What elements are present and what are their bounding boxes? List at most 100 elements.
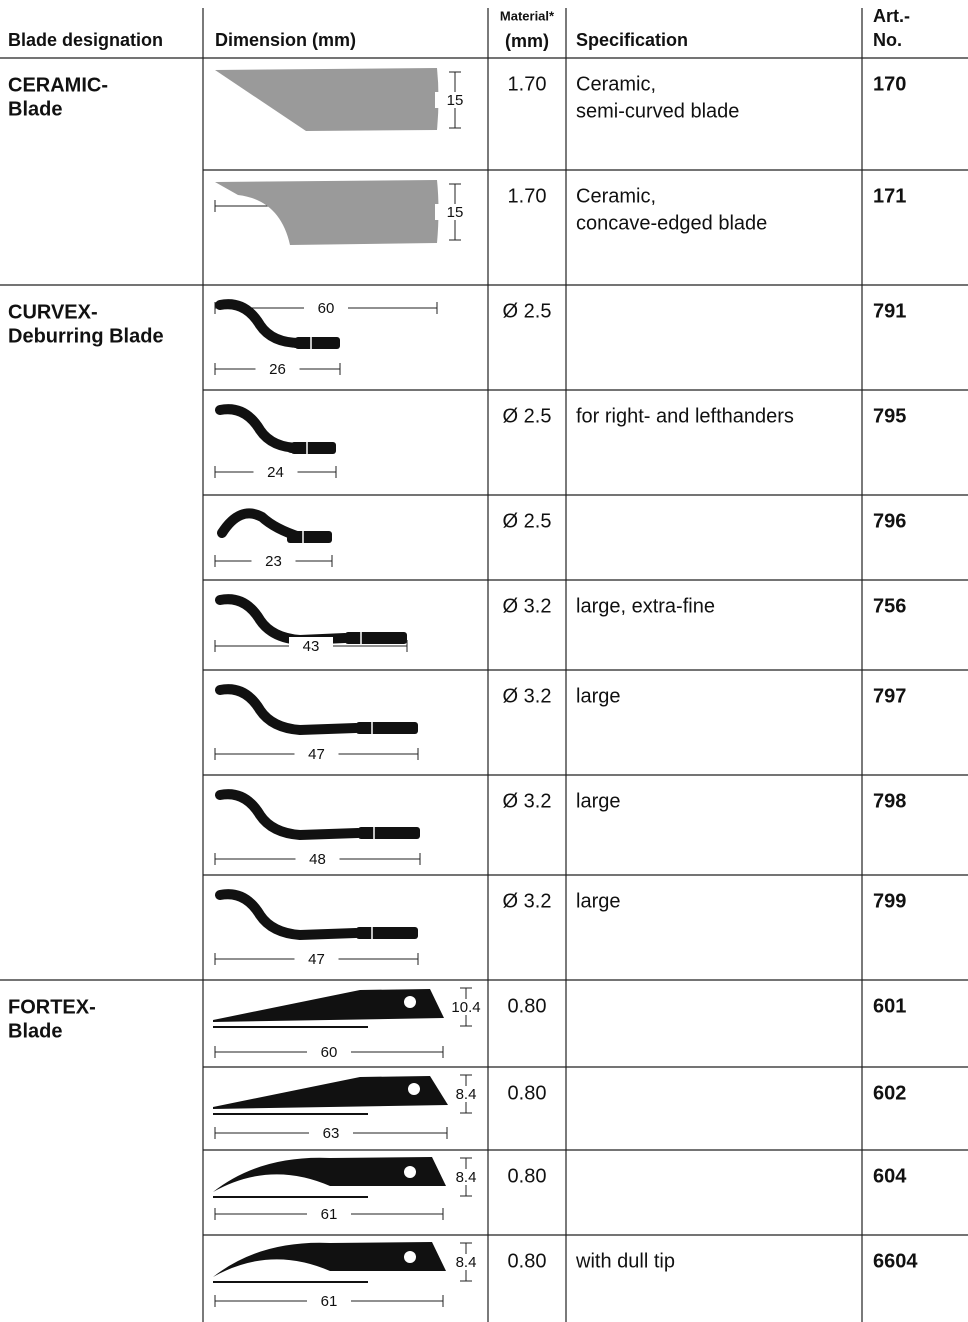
blade-handle <box>295 337 340 349</box>
header: Dimension (mm) <box>215 30 356 50</box>
specification: with dull tip <box>575 1250 675 1272</box>
blade-designation: FORTEX- <box>8 996 96 1018</box>
dimension-height: 15 <box>447 204 464 221</box>
blade-drawing <box>213 989 444 1028</box>
blade-drawing <box>213 1076 448 1115</box>
dimension-length: 63 <box>323 1125 340 1142</box>
art-no: 171 <box>873 185 906 207</box>
dimension-gap <box>309 1124 353 1142</box>
art-no: 756 <box>873 595 906 617</box>
specification: large <box>576 790 620 812</box>
blade-handle <box>287 531 332 543</box>
blade-drawing <box>215 789 420 841</box>
material: Ø 3.2 <box>503 595 552 617</box>
dimension-gap <box>294 745 339 763</box>
dimension-gap <box>435 204 475 220</box>
blade-shape <box>215 68 439 131</box>
dimension-gap <box>253 463 298 481</box>
material: Ø 3.2 <box>503 685 552 707</box>
material: 0.80 <box>508 1165 547 1187</box>
dimension-height: 15 <box>447 92 464 109</box>
blade-shape <box>217 508 305 542</box>
dimension-length: 61 <box>321 1293 338 1310</box>
material: Ø 2.5 <box>503 405 552 427</box>
art-no: 796 <box>873 510 906 532</box>
material: 0.80 <box>508 1250 547 1272</box>
header: Art.- <box>873 6 910 26</box>
specification: Ceramic, <box>576 73 656 95</box>
header: Material* <box>500 8 555 23</box>
art-no: 6604 <box>873 1250 918 1272</box>
dimension-length: 48 <box>309 851 326 868</box>
blade-handle <box>356 927 418 939</box>
blade-hole <box>404 996 416 1008</box>
dimension-length: 61 <box>321 1206 338 1223</box>
specification: Ceramic, <box>576 185 656 207</box>
art-no: 795 <box>873 405 906 427</box>
blade-designation: CERAMIC- <box>8 74 108 96</box>
specification: large <box>576 685 620 707</box>
blade-drawing <box>213 1157 446 1198</box>
blade-drawing <box>215 889 418 941</box>
blade-designation: Blade <box>8 98 62 120</box>
blade-handle <box>345 632 407 644</box>
dimension-length: 23 <box>265 553 282 570</box>
dimension-length: 47 <box>308 746 325 763</box>
dimension-gap <box>251 552 296 570</box>
blade-shape <box>213 1076 448 1109</box>
dimension-gap <box>435 92 475 108</box>
material: 1.70 <box>508 185 547 207</box>
header: Blade designation <box>8 30 163 50</box>
art-no: 601 <box>873 995 906 1017</box>
material: 0.80 <box>508 995 547 1017</box>
dimension-gap <box>446 1086 486 1102</box>
art-no: 604 <box>873 1165 907 1187</box>
blade-hole <box>404 1251 416 1263</box>
dimension-gap <box>446 1254 486 1270</box>
blade-handle <box>356 722 418 734</box>
blade-shape <box>215 299 301 348</box>
blade-shape <box>213 1157 446 1192</box>
blade-shape <box>213 1242 446 1277</box>
dimension-length: 60 <box>318 300 335 317</box>
blade-shape <box>213 989 444 1022</box>
dimension-length: 26 <box>269 361 286 378</box>
dimension-gap <box>289 637 333 655</box>
dimension-length: 47 <box>308 951 325 968</box>
specification: large <box>576 890 620 912</box>
header: (mm) <box>505 31 549 51</box>
blade-shape <box>215 594 350 646</box>
blade-designation: Blade <box>8 1020 62 1042</box>
blade-shape <box>215 684 361 736</box>
blade-designation: CURVEX- <box>8 301 98 323</box>
material: Ø 2.5 <box>503 510 552 532</box>
header: Specification <box>576 30 688 50</box>
blade-drawing <box>215 299 340 349</box>
blade-drawing <box>215 404 336 454</box>
dimension-height: 8.4 <box>456 1254 477 1271</box>
art-no: 797 <box>873 685 906 707</box>
specification: large, extra-fine <box>576 595 715 617</box>
blade-drawing <box>217 508 332 543</box>
dimension-length: 43 <box>303 638 320 655</box>
art-no: 791 <box>873 300 906 322</box>
blade-designation: Deburring Blade <box>8 325 164 347</box>
material: 1.70 <box>508 73 547 95</box>
art-no: 602 <box>873 1082 906 1104</box>
dimension-height: 8.4 <box>456 1086 477 1103</box>
dimension-length: 24 <box>267 464 284 481</box>
blade-shape <box>215 789 363 841</box>
blade-shape <box>215 889 361 941</box>
dimension-height: 10.4 <box>451 999 480 1016</box>
dimension-gap <box>446 1169 486 1185</box>
blade-handle <box>358 827 420 839</box>
dimension-gap <box>255 360 300 378</box>
blade-hole <box>408 1083 420 1095</box>
material: Ø 2.5 <box>503 300 552 322</box>
dimension-gap <box>295 850 340 868</box>
art-no: 798 <box>873 790 906 812</box>
material: Ø 3.2 <box>503 890 552 912</box>
dimension-gap <box>307 1043 351 1061</box>
blade-drawing <box>215 684 418 736</box>
blade-shape <box>215 404 301 453</box>
